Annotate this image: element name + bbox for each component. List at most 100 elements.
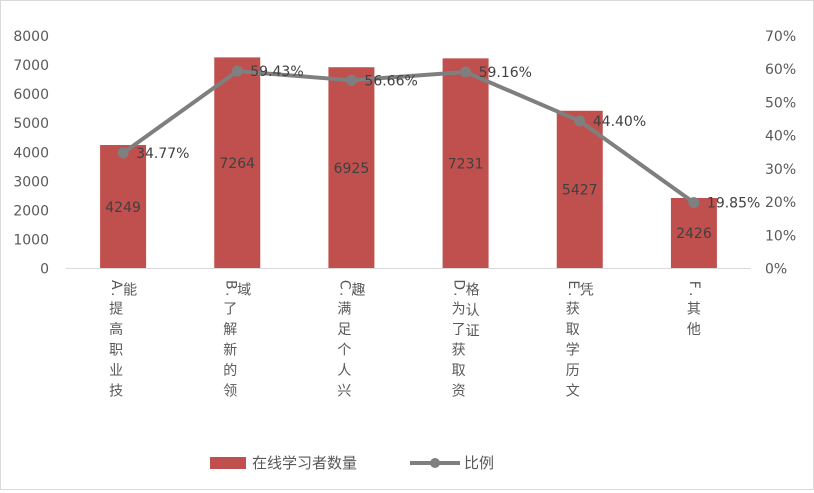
category-label-char: 证 (466, 323, 480, 339)
right-axis-tick-label: 50% (765, 95, 796, 111)
bar-series (100, 57, 717, 269)
bar-value-label: 7231 (448, 156, 484, 172)
bar (328, 67, 375, 269)
category-label-char: 获 (452, 342, 466, 358)
legend-swatch-bar (210, 457, 246, 469)
category-label-char: D (451, 279, 467, 290)
category-label-char: 取 (452, 363, 466, 379)
bar-value-label: 6925 (334, 161, 370, 177)
category-label-char: 个 (337, 342, 351, 358)
series-line (121, 69, 696, 205)
line-value-label: 34.77% (136, 146, 189, 162)
category-label-char: 格 (466, 282, 480, 298)
category-label-char: . (222, 292, 238, 296)
category-label-char: 业 (109, 363, 123, 379)
left-axis-tick-label: 6000 (13, 87, 49, 103)
category-label-char: 学 (566, 342, 580, 358)
left-axis-tick-label: 8000 (13, 29, 49, 45)
bar-value-label: 7264 (219, 156, 255, 172)
legend-label-bar: 在线学习者数量 (252, 454, 357, 472)
bar (442, 58, 489, 269)
category-label-char: E (565, 280, 581, 289)
right-axis-tick-label: 20% (765, 195, 796, 211)
left-axis-tick-label: 2000 (13, 203, 49, 219)
category-label-char: 能 (123, 282, 137, 298)
category-label-char: 技 (109, 383, 123, 399)
line-marker (345, 74, 357, 86)
category-label-char: A (108, 280, 124, 290)
category-label-char: 职 (109, 342, 123, 358)
line-series (117, 65, 700, 209)
left-axis-tick-label: 3000 (13, 174, 49, 190)
category-label-char: 其 (687, 301, 701, 317)
category-label-char: 的 (223, 363, 237, 379)
bar-value-label: 5427 (562, 183, 598, 199)
category-label-char: 了 (452, 322, 466, 338)
category-label-char: 趣 (351, 282, 365, 298)
line-value-label: 59.16% (479, 65, 532, 81)
category-label-char: 足 (337, 322, 351, 338)
category-label-char: B (222, 280, 238, 290)
right-axis-tick-label: 0% (765, 262, 787, 278)
category-label-char: 文 (566, 383, 580, 399)
left-axis-tick-label: 0 (40, 262, 49, 278)
category-label-char: 域 (237, 282, 251, 298)
line-value-label: 44.40% (593, 114, 646, 130)
line-marker (574, 115, 586, 127)
category-label-char: 历 (566, 363, 580, 379)
category-label-char: 提 (109, 301, 123, 317)
category-label-char: . (336, 292, 352, 296)
right-axis-tick-label: 10% (765, 228, 796, 244)
left-axis-tick-label: 7000 (13, 58, 49, 74)
left-axis-tick-label: 4000 (13, 145, 49, 161)
category-label-char: 新 (223, 342, 237, 358)
category-label-char: 领 (223, 383, 237, 399)
right-axis-ticks: 0% 10% 20% 30% 40% 50% 60% 70% (765, 29, 796, 278)
left-axis-tick-label: 5000 (13, 116, 49, 132)
category-label-char: 为 (452, 301, 466, 317)
right-axis-tick-label: 30% (765, 162, 796, 178)
bar (214, 57, 261, 269)
category-label-char: 获 (566, 301, 580, 317)
category-label-char: . (686, 292, 702, 296)
line-value-label: 19.85% (707, 196, 760, 212)
category-label-char: . (108, 292, 124, 296)
category-label-char: 资 (452, 383, 466, 399)
category-label-char: 高 (109, 321, 123, 338)
category-label-char: 兴 (337, 383, 351, 399)
category-label-char: 他 (687, 322, 701, 338)
bar (100, 145, 147, 269)
category-label-char: 解 (223, 322, 237, 338)
legend-swatch-marker (430, 458, 440, 468)
category-label-char: 了 (223, 301, 237, 317)
line-marker (117, 147, 129, 159)
legend: 在线学习者数量 比例 (210, 454, 494, 472)
line-value-label: 59.43% (250, 64, 303, 80)
line-marker (231, 65, 243, 77)
left-axis-ticks: 0 1000 2000 3000 4000 5000 6000 7000 8000 (13, 29, 49, 278)
bar-value-label: 2426 (676, 226, 712, 242)
category-label-char: F (686, 281, 702, 289)
bar-value-label: 4249 (105, 200, 141, 216)
line-marker (688, 197, 700, 209)
bar (670, 197, 717, 269)
right-axis-tick-label: 70% (765, 29, 796, 45)
category-label-char: 人 (337, 363, 351, 379)
bar-data-labels: 4249 7264 6925 7231 5427 2426 (105, 156, 712, 242)
line-marker (460, 66, 472, 78)
category-label-char: 凭 (580, 282, 594, 298)
category-label-char: C (336, 280, 352, 290)
right-axis-tick-label: 60% (765, 62, 796, 78)
legend-label-line: 比例 (464, 454, 494, 472)
category-label-char: 认 (466, 303, 480, 319)
right-axis-tick-label: 40% (765, 129, 796, 145)
category-label-char: . (451, 292, 467, 296)
bar (556, 110, 603, 269)
